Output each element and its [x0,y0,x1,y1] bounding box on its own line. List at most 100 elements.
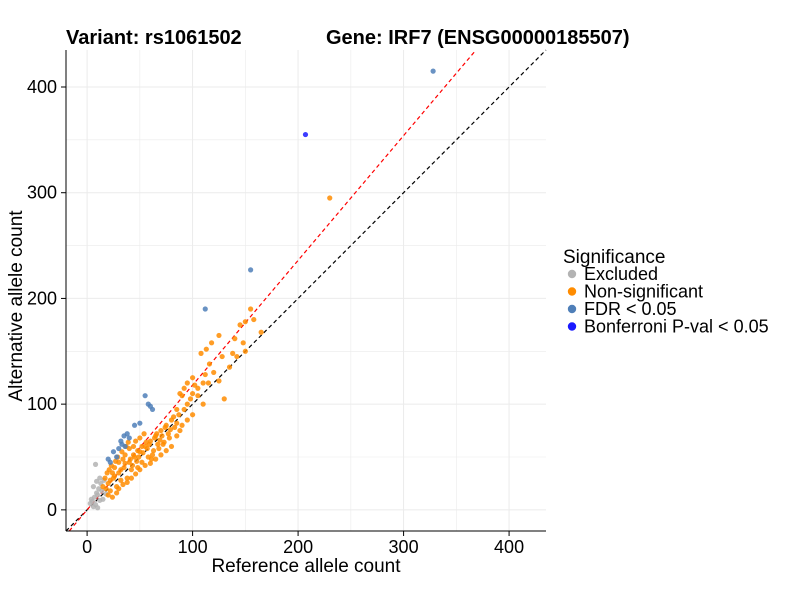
point-non-significant [248,306,254,312]
legend-key-non-significant [567,287,577,296]
point-fdr-0-05 [105,456,111,462]
legend-key-excluded [567,269,577,279]
point-fdr-0-05 [124,431,130,437]
point-non-significant [198,350,204,356]
point-non-significant [118,467,124,473]
point-non-significant [172,424,178,430]
point-non-significant [154,431,160,437]
y-tick-label: 0 [47,500,57,520]
point-non-significant [221,396,227,402]
point-non-significant [157,437,163,443]
point-non-significant [242,319,248,325]
point-non-significant [195,393,201,399]
point-non-significant [208,340,215,346]
point-excluded [90,504,97,510]
point-non-significant [166,435,172,441]
point-non-significant [146,441,152,447]
point-non-significant [156,445,162,452]
point-fdr-0-05 [122,443,128,450]
point-non-significant [206,361,213,367]
point-fdr-0-05 [202,306,208,312]
point-fdr-0-05 [126,435,132,441]
point-non-significant [163,448,169,454]
point-non-significant [232,336,238,342]
point-excluded [88,496,94,502]
point-non-significant [159,433,165,439]
point-non-significant [136,454,142,460]
point-non-significant [240,340,246,346]
point-non-significant [129,462,136,469]
x-tick-label: 0 [82,537,92,557]
point-non-significant [179,422,185,428]
point-non-significant [174,420,180,426]
point-non-significant [128,467,135,473]
point-non-significant [109,494,116,500]
point-non-significant [124,479,130,485]
point-non-significant [139,443,145,450]
point-non-significant [125,439,131,445]
point-non-significant [200,380,206,386]
x-axis-title: Reference allele count [211,556,401,577]
point-non-significant [202,371,208,378]
point-non-significant [130,452,137,458]
point-fdr-0-05 [116,445,122,452]
x-tick-label: 400 [494,537,524,557]
legend-title: Significance [563,247,665,268]
point-non-significant [234,353,240,360]
point-non-significant [165,431,171,437]
point-non-significant [118,477,124,483]
legend-label: Excluded [584,264,658,284]
point-non-significant [237,322,243,328]
y-axis-ticks: 0 100 200 300 400 [27,77,66,520]
point-non-significant [140,450,146,456]
point-non-significant [127,456,133,462]
point-non-significant [148,456,155,462]
point-non-significant [141,431,147,437]
legend-label: Bonferroni P-val < 0.05 [584,317,769,337]
point-non-significant [137,467,143,473]
point-non-significant [155,441,161,447]
y-tick-label: 400 [27,77,57,97]
axes [65,50,546,532]
point-non-significant [181,406,187,413]
point-excluded [92,461,99,467]
point-fdr-0-05 [131,422,138,428]
point-non-significant [184,401,190,407]
point-fdr-0-05 [142,393,148,399]
point-excluded [93,490,100,496]
point-non-significant [200,401,206,407]
point-non-significant [112,458,119,464]
point-excluded [97,475,103,481]
point-non-significant [195,385,201,391]
point-non-significant [147,460,153,466]
point-non-significant [144,445,150,452]
point-fdr-0-05 [248,267,254,273]
point-non-significant [158,452,164,458]
point-non-significant [111,473,118,479]
point-non-significant [177,390,183,397]
point-non-significant [167,426,174,433]
point-non-significant [171,414,177,420]
point-non-significant [105,492,111,498]
point-non-significant [176,412,182,418]
point-non-significant [106,467,112,473]
y-tick-label: 100 [27,394,57,414]
reference-lines [65,49,547,532]
point-fdr-0-05 [118,438,124,444]
point-non-significant [230,350,236,356]
point-non-significant [133,438,139,444]
point-non-significant [153,456,159,462]
chart-title-variant: Variant: rs1061502 [66,27,242,49]
point-non-significant [119,449,125,455]
chart-title-gene: Gene: IRF7 (ENSG00000185507) [326,27,630,49]
point-non-significant [177,427,183,434]
point-non-significant [174,433,180,439]
point-non-significant [124,475,130,481]
point-non-significant [128,475,135,481]
point-non-significant [107,477,113,483]
y-tick-label: 300 [27,183,57,203]
x-tick-label: 100 [178,537,208,557]
point-non-significant [226,364,233,370]
point-non-significant [258,329,264,335]
